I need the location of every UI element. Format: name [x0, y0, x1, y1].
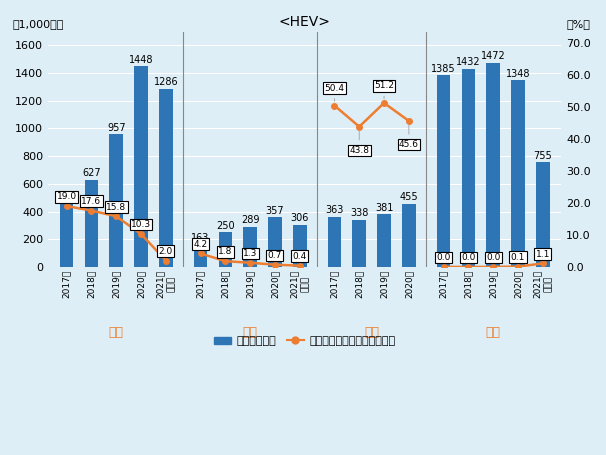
Bar: [377, 214, 391, 267]
Text: 51.2: 51.2: [374, 81, 394, 99]
Bar: [268, 217, 282, 267]
Text: 50.4: 50.4: [324, 84, 344, 101]
Bar: [437, 75, 450, 267]
Text: 627: 627: [82, 168, 101, 178]
Text: 306: 306: [290, 213, 309, 223]
Bar: [462, 69, 475, 267]
Text: 0.4: 0.4: [293, 252, 307, 261]
Bar: [353, 220, 366, 267]
Text: 1.8: 1.8: [218, 248, 233, 256]
Text: 456: 456: [58, 192, 76, 202]
Text: 欧州: 欧州: [108, 326, 124, 339]
Bar: [60, 204, 73, 267]
Text: （%）: （%）: [567, 19, 590, 29]
Text: 381: 381: [375, 202, 393, 212]
Bar: [243, 227, 257, 267]
Text: 4.2: 4.2: [193, 240, 208, 249]
Bar: [487, 63, 500, 267]
Text: 0.7: 0.7: [268, 251, 282, 260]
Bar: [293, 225, 307, 267]
Bar: [402, 204, 416, 267]
Text: 250: 250: [216, 221, 235, 231]
Text: 10.3: 10.3: [131, 220, 151, 229]
Text: 0.0: 0.0: [486, 253, 501, 262]
Text: 957: 957: [107, 123, 125, 133]
Text: 1286: 1286: [153, 77, 178, 87]
Text: 755: 755: [533, 151, 552, 161]
Text: 1472: 1472: [481, 51, 505, 61]
Text: 日本: 日本: [485, 326, 501, 339]
Text: 1385: 1385: [431, 64, 456, 74]
Text: 2.0: 2.0: [159, 247, 173, 256]
Text: 45.6: 45.6: [399, 125, 419, 149]
Legend: 新車販売台数, 域外からの輸入比率（右軸）: 新車販売台数, 域外からの輸入比率（右軸）: [210, 332, 400, 351]
Text: 455: 455: [399, 192, 418, 202]
Bar: [536, 162, 550, 267]
Text: 289: 289: [241, 215, 259, 225]
Bar: [219, 233, 232, 267]
Text: 1.3: 1.3: [243, 249, 258, 258]
Text: 米国: 米国: [364, 326, 379, 339]
Bar: [328, 217, 341, 267]
Text: 1432: 1432: [456, 57, 481, 67]
Text: 163: 163: [191, 233, 210, 243]
Text: 357: 357: [265, 206, 284, 216]
Bar: [109, 134, 123, 267]
Bar: [85, 180, 98, 267]
Text: 363: 363: [325, 205, 344, 215]
Text: 0.0: 0.0: [461, 253, 476, 262]
Text: 0.0: 0.0: [436, 253, 451, 262]
Text: 15.8: 15.8: [106, 202, 126, 212]
Text: 1.1: 1.1: [536, 250, 550, 258]
Text: 43.8: 43.8: [349, 131, 369, 155]
Bar: [134, 66, 148, 267]
Text: 中国: 中国: [242, 326, 258, 339]
Bar: [511, 80, 525, 267]
Text: 1448: 1448: [128, 55, 153, 65]
Text: 1348: 1348: [506, 69, 530, 79]
Text: 19.0: 19.0: [56, 192, 76, 201]
Text: 338: 338: [350, 208, 368, 218]
Text: （1,000台）: （1,000台）: [12, 19, 64, 29]
Text: 17.6: 17.6: [81, 197, 101, 206]
Title: <HEV>: <HEV>: [279, 15, 331, 29]
Text: 0.1: 0.1: [511, 253, 525, 262]
Bar: [194, 244, 207, 267]
Bar: [159, 89, 173, 267]
